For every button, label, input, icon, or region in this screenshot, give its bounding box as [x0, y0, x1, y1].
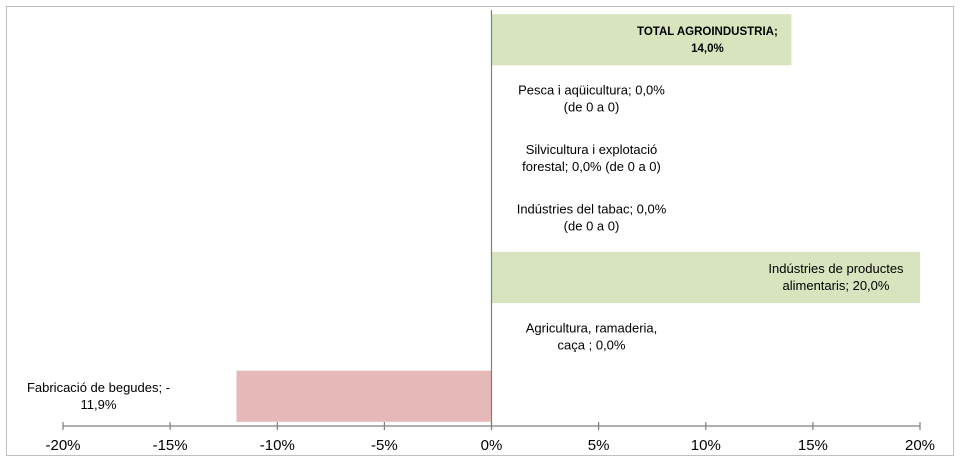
x-tick-label-2: -10% — [260, 437, 295, 454]
x-tick-label-7: 15% — [798, 437, 828, 454]
data-label-2: Silvicultura i explotació forestal; 0,0% … — [522, 142, 661, 174]
x-tick-label-5: 5% — [588, 437, 610, 454]
data-label-4-line-0: Indústries de productes — [768, 261, 904, 276]
axis-layer: -20% -15% -10% -5% 0% 5% 10% 15% 20% — [45, 10, 935, 454]
x-tick-label-0: -20% — [45, 437, 80, 454]
data-label-0-line-0: TOTAL AGROINDUSTRIA; — [637, 26, 778, 38]
bar-4 — [491, 251, 920, 303]
x-tick-label-6: 10% — [691, 437, 721, 454]
data-label-3-line-1: (de 0 a 0) — [564, 219, 620, 234]
data-label-1-line-1: (de 0 a 0) — [564, 100, 620, 115]
x-tick-label-1: -15% — [153, 437, 188, 454]
data-label-3-line-0: Indústries del tabac; 0,0% — [517, 202, 667, 217]
data-label-4-line-1: alimentaris; 20,0% — [783, 278, 890, 293]
data-label-2-line-0: Silvicultura i explotació — [526, 142, 658, 157]
data-label-3: Indústries del tabac; 0,0% (de 0 a 0) — [517, 202, 667, 234]
x-tick-label-4: 0% — [481, 437, 503, 454]
data-label-5: Agricultura, ramaderia, caça ; 0,0% — [526, 320, 658, 352]
data-label-6-line-1: 11,9% — [81, 397, 117, 412]
data-label-2-line-1: forestal; 0,0% (de 0 a 0) — [522, 159, 661, 174]
x-tick-label-8: 20% — [905, 437, 935, 454]
data-label-5-line-1: caça ; 0,0% — [558, 337, 626, 352]
data-label-6: Fabricació de begudes; - 11,9% — [27, 380, 170, 412]
bar-0 — [491, 14, 792, 66]
data-label-5-line-0: Agricultura, ramaderia, — [526, 320, 658, 335]
data-label-1: Pesca i aqüicultura; 0,0% (de 0 a 0) — [518, 83, 665, 115]
x-tick-label-3: -5% — [371, 437, 398, 454]
data-label-4: Indústries de productes alimentaris; 20,0… — [768, 261, 904, 293]
labels-layer: TOTAL AGROINDUSTRIA; 14,0% Pesca i aqüicul… — [27, 26, 904, 412]
bars-layer — [236, 14, 920, 422]
data-label-0-line-1: 14,0% — [691, 43, 724, 55]
data-label-1-line-0: Pesca i aqüicultura; 0,0% — [518, 83, 665, 98]
data-label-0: TOTAL AGROINDUSTRIA; 14,0% — [637, 26, 778, 55]
chart-border — [6, 6, 954, 456]
data-label-6-line-0: Fabricació de begudes; - — [27, 380, 170, 395]
bar-6 — [236, 370, 492, 422]
